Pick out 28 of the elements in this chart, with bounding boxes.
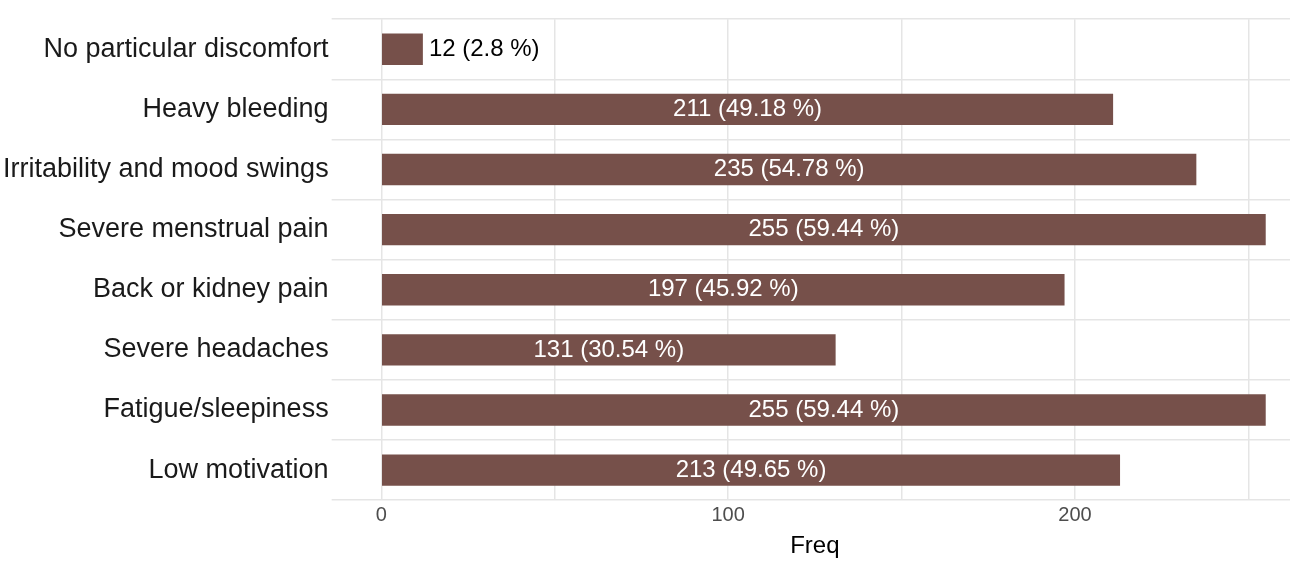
x-axis-title: Freq <box>790 531 840 559</box>
bar <box>382 334 836 366</box>
data-label: 211 (49.18 %) <box>673 94 823 122</box>
bar <box>382 93 1114 126</box>
bar <box>382 274 1065 306</box>
y-tick-label: Heavy bleeding <box>142 92 329 123</box>
x-tick-label: 100 <box>711 502 745 525</box>
x-tick-label: 200 <box>1058 502 1092 525</box>
data-label: 131 (30.54 %) <box>533 334 685 362</box>
data-label: 197 (45.92 %) <box>647 274 799 302</box>
y-tick-label: Irritability and mood swings <box>2 152 329 183</box>
y-tick-label: Low motivation <box>148 453 329 484</box>
y-tick-label: Fatigue/sleepiness <box>103 393 329 424</box>
x-tick-label: 0 <box>375 502 387 525</box>
y-tick-label: Severe menstrual pain <box>58 213 329 244</box>
data-label: 12 (2.8 %) <box>428 33 540 61</box>
bar <box>382 454 1121 486</box>
data-label: 255 (59.44 %) <box>748 214 900 242</box>
bar <box>382 394 1266 426</box>
y-tick-label: Severe headaches <box>103 333 329 364</box>
data-label: 235 (54.78 %) <box>713 154 865 182</box>
bar <box>382 33 423 65</box>
bar <box>382 213 1266 246</box>
bar <box>382 153 1197 186</box>
y-tick-label: No particular discomfort <box>43 32 330 63</box>
data-label: 255 (59.44 %) <box>748 394 900 422</box>
data-label: 213 (49.65 %) <box>675 454 827 482</box>
y-tick-label: Back or kidney pain <box>92 273 329 304</box>
